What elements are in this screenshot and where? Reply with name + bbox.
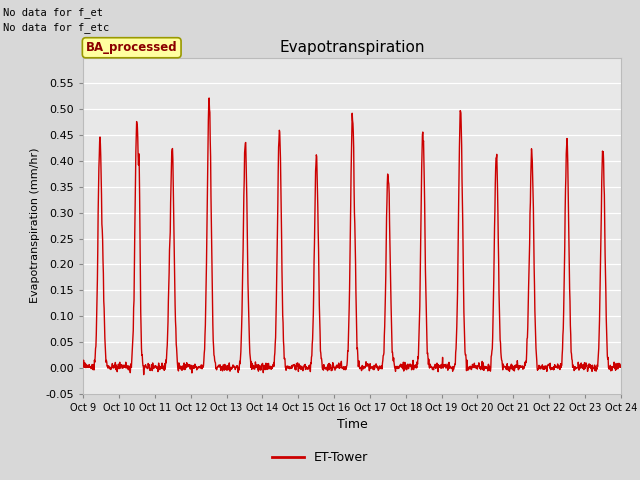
Text: BA_processed: BA_processed xyxy=(86,41,177,54)
Title: Evapotranspiration: Evapotranspiration xyxy=(279,40,425,55)
Legend: ET-Tower: ET-Tower xyxy=(268,446,372,469)
Text: No data for f_et: No data for f_et xyxy=(3,7,103,18)
Text: No data for f_etc: No data for f_etc xyxy=(3,22,109,33)
Y-axis label: Evapotranspiration (mm/hr): Evapotranspiration (mm/hr) xyxy=(30,148,40,303)
X-axis label: Time: Time xyxy=(337,418,367,431)
